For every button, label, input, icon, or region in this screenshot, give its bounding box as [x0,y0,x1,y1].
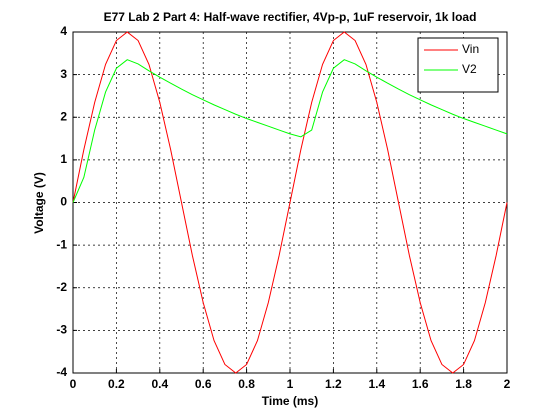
x-tick-label: 0 [70,377,77,391]
y-axis-label: Voltage (V) [32,172,46,234]
x-tick-label: 1.4 [368,377,385,391]
x-axis-label: Time (ms) [262,394,318,408]
y-tick-label: 2 [60,109,67,123]
y-tick-label: -4 [56,365,67,379]
x-tick-label: 0.2 [108,377,125,391]
x-tick-label: 0.4 [151,377,168,391]
x-tick-label: 2 [504,377,511,391]
y-tick-label: -2 [56,280,67,294]
y-tick-label: -3 [56,323,67,337]
x-tick-label: 1.6 [412,377,429,391]
y-tick-label: -1 [56,237,67,251]
y-tick-label: 4 [60,24,67,38]
chart-title: E77 Lab 2 Part 4: Half-wave rectifier, 4… [104,10,477,24]
legend-label: Vin [462,42,479,56]
y-tick-label: 1 [60,152,67,166]
x-tick-label: 1 [287,377,294,391]
x-tick-label: 1.8 [455,377,472,391]
y-tick-label: 0 [60,195,67,209]
line-series [72,31,508,374]
x-tick-label: 0.6 [195,377,212,391]
y-tick-label: 3 [60,67,67,81]
legend-label: V2 [462,62,477,76]
line-series [72,59,508,203]
legend-box [417,37,499,93]
x-tick-label: 1.2 [325,377,342,391]
x-tick-label: 0.8 [238,377,255,391]
